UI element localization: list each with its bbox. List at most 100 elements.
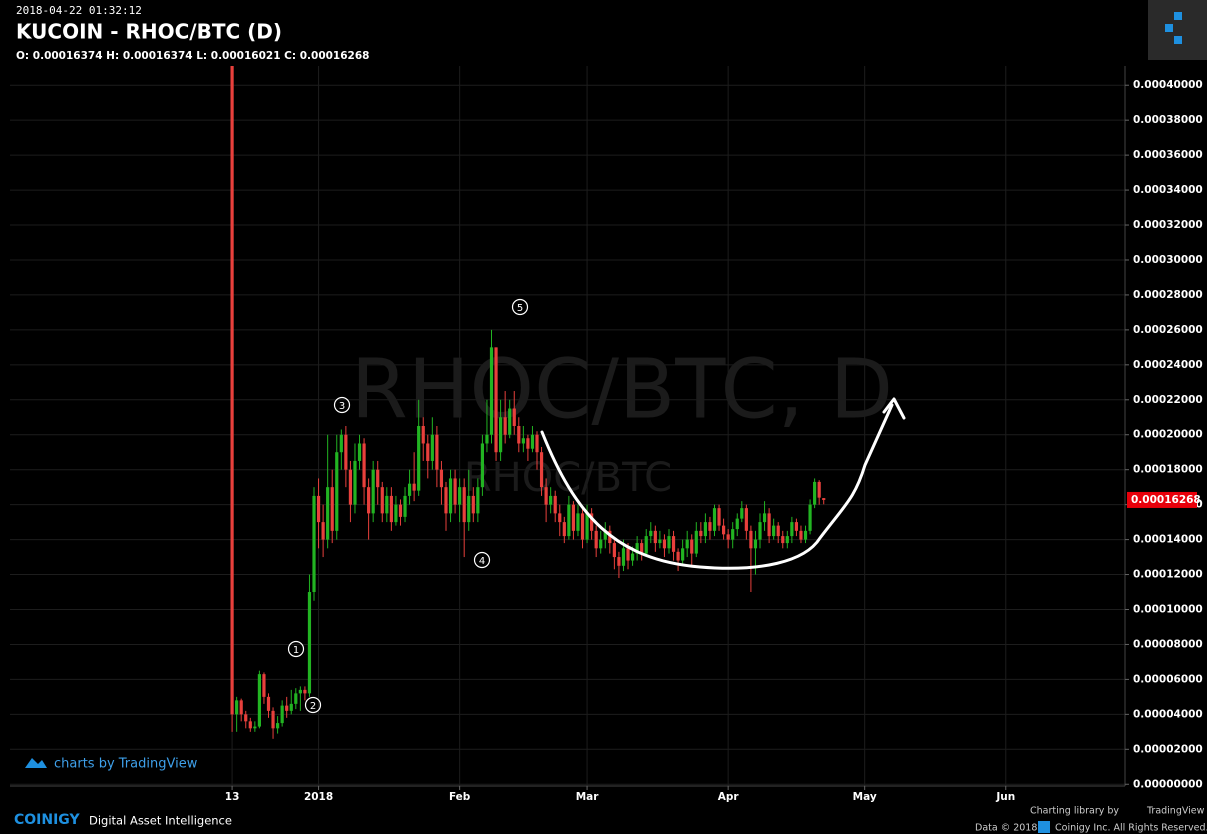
x-tick-label: May xyxy=(853,791,877,803)
library-name: TradingView xyxy=(1146,806,1205,817)
candle-body xyxy=(762,513,767,523)
y-tick-label: 0.00022000 xyxy=(1133,394,1203,406)
y-tick-label: 0.00030000 xyxy=(1133,254,1203,266)
candle-body xyxy=(699,530,703,537)
candle-body xyxy=(476,487,480,514)
y-tick-label: 0.00018000 xyxy=(1133,464,1203,476)
candle-body xyxy=(257,674,261,727)
candle-body xyxy=(735,518,739,530)
candle-body xyxy=(731,529,735,540)
candle-body xyxy=(753,539,758,549)
candle-body xyxy=(244,714,248,722)
candle-body xyxy=(576,513,580,531)
axes: 0.00000000 0.00002000 0.00004000 0.00006000… xyxy=(225,79,1203,803)
watermark: RHOC/BTC, D xyxy=(351,342,893,437)
brand: COINIGY xyxy=(14,812,80,828)
last-price-box xyxy=(1127,491,1197,508)
annotation-circle xyxy=(511,298,529,316)
candle-body xyxy=(630,553,635,561)
x-tick-label: Jun xyxy=(995,791,1015,803)
candle-body xyxy=(640,543,644,554)
candle-body xyxy=(567,504,571,537)
candle-body xyxy=(426,443,430,461)
candle-body xyxy=(389,495,393,523)
candle-body xyxy=(722,525,726,535)
candle-body xyxy=(635,543,639,554)
candle-body xyxy=(667,536,671,549)
candle-body xyxy=(266,696,271,711)
candle-body xyxy=(599,539,603,549)
tv-credit[interactable]: charts by TradingView xyxy=(25,757,198,772)
candle-body xyxy=(353,460,357,505)
candle-body xyxy=(726,534,730,540)
y-tick-label: 0.00038000 xyxy=(1133,114,1203,126)
candle-body xyxy=(530,434,535,449)
annotation-circle xyxy=(333,396,351,414)
candle-body xyxy=(285,705,289,711)
annotation-circle xyxy=(304,696,322,714)
candle-body xyxy=(653,530,657,544)
candle-body xyxy=(439,469,444,488)
candle-body xyxy=(662,539,667,549)
x-tick-label: 2018 xyxy=(304,791,333,803)
candle-body xyxy=(813,481,817,505)
candle-body xyxy=(694,530,698,554)
candle-body xyxy=(585,513,589,540)
y-tick-label: 0.00010000 xyxy=(1133,603,1203,615)
cup-curve xyxy=(540,403,894,570)
candle-body xyxy=(326,487,330,540)
y-tick-label: 0.00026000 xyxy=(1133,324,1203,336)
candle-body xyxy=(594,530,598,549)
candle-body xyxy=(467,495,471,523)
candle-body xyxy=(803,530,808,540)
candle-body xyxy=(499,417,503,453)
candle-body xyxy=(676,551,680,561)
candle-body xyxy=(558,513,562,523)
x-tick-label: Apr xyxy=(718,791,740,803)
candle-body xyxy=(453,478,457,505)
y-tick-label: 0.00006000 xyxy=(1133,673,1203,685)
annotation-label: 2 xyxy=(310,701,316,712)
candle-body xyxy=(435,434,439,470)
candle-body xyxy=(412,483,416,491)
candle-body xyxy=(571,504,576,531)
candle-body xyxy=(239,700,243,715)
copyright: Data © 2018 xyxy=(975,823,1037,834)
candle-body xyxy=(344,434,348,470)
y-tick-label: 0.00024000 xyxy=(1133,359,1203,371)
tv-credit-text[interactable]: charts by TradingView xyxy=(54,757,198,772)
candle-body xyxy=(339,434,343,453)
candle-body xyxy=(767,513,771,537)
candle-body xyxy=(235,700,239,715)
y-tick-label: 0.00004000 xyxy=(1133,708,1203,720)
title: KUCOIN - RHOC/BTC (D) xyxy=(16,20,282,44)
candle-body xyxy=(253,726,257,729)
rights: Coinigy Inc. All Rights Reserved. xyxy=(1055,823,1207,834)
tagline: Digital Asset Intelligence xyxy=(89,814,232,828)
candle-body xyxy=(781,536,785,544)
y-tick-label: 0.00040000 xyxy=(1133,79,1203,91)
candle-body xyxy=(621,548,626,566)
annotation-label: 3 xyxy=(339,401,345,412)
candle-body xyxy=(398,504,403,517)
library: Charting library by xyxy=(1030,806,1119,817)
candle-body xyxy=(794,522,799,531)
candle-body xyxy=(312,495,316,593)
x-tick-label: 13 xyxy=(225,791,240,803)
timestamp: 2018-04-22 01:32:12 xyxy=(16,4,142,17)
candle-body xyxy=(248,721,252,729)
y-tick-label: 0.00036000 xyxy=(1133,149,1203,161)
candle-body xyxy=(230,66,234,715)
y-tick-label: 0.00028000 xyxy=(1133,289,1203,301)
y-tick-label: 0.00002000 xyxy=(1133,743,1203,755)
candle-body xyxy=(271,710,275,729)
candle-body xyxy=(681,548,685,561)
candle-body xyxy=(367,487,371,514)
candle-body xyxy=(385,495,389,514)
candle-body xyxy=(658,539,662,544)
candles xyxy=(230,66,826,739)
candle-body xyxy=(644,536,648,554)
y-tick-label: 0.00032000 xyxy=(1133,219,1203,231)
candle-body xyxy=(512,408,516,426)
